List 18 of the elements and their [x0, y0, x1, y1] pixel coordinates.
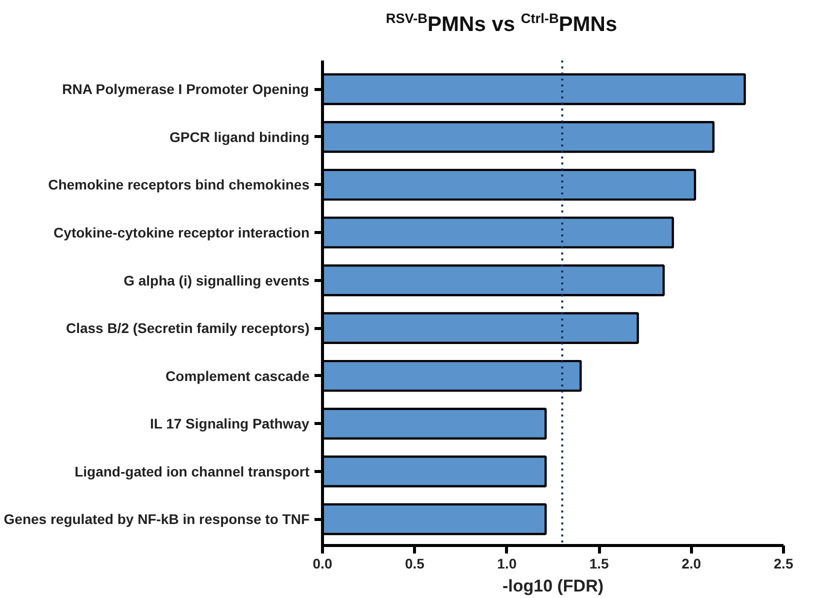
- x-tick-label: 0.5: [404, 556, 425, 572]
- x-axis-title: -log10 (FDR): [502, 576, 604, 596]
- y-tick-label: Genes regulated by NF-kB in response to TNF: [4, 511, 310, 528]
- x-tick-label: 1.5: [589, 556, 610, 572]
- y-tick-label: IL 17 Signaling Pathway: [150, 416, 310, 432]
- y-tick-label: Cytokine-cytokine receptor interaction: [54, 224, 310, 241]
- chart-title: $^{RSV-B}$PMNs vs $^{Ctrl-B}$PMNs: [384, 10, 618, 38]
- x-tick-label: 0.0: [312, 556, 332, 572]
- y-tick-label: Chemokine receptors bind chemokines: [48, 176, 310, 193]
- x-tick-label: 2.0: [682, 556, 702, 572]
- y-tick-label: G alpha (i) signalling events: [124, 272, 310, 288]
- y-tick-label: Complement cascade: [166, 368, 310, 384]
- y-tick-label: RNA Polymerase I Promoter Opening: [62, 81, 309, 98]
- y-tick-label: Class B/2 (Secretin family receptors): [66, 320, 310, 336]
- y-tick-label: GPCR ligand binding: [170, 128, 310, 145]
- y-tick-label: Ligand-gated ion channel transport: [74, 463, 310, 480]
- x-tick-label: 2.5: [774, 556, 794, 572]
- x-tick-label: 1.0: [497, 556, 517, 572]
